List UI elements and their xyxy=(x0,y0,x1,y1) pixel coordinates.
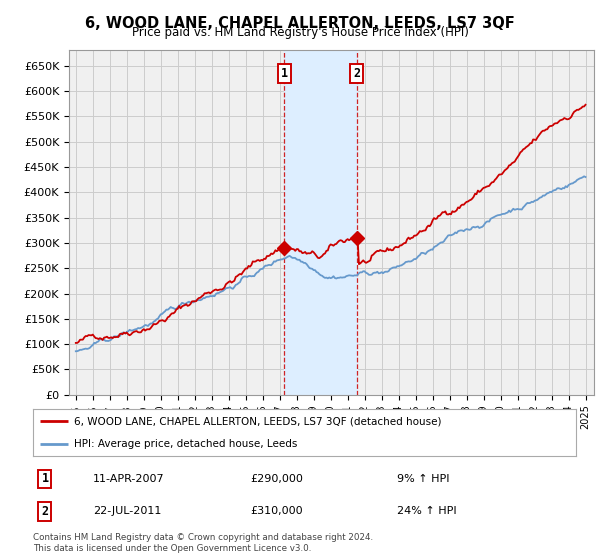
Text: HPI: Average price, detached house, Leeds: HPI: Average price, detached house, Leed… xyxy=(74,439,297,449)
Text: 6, WOOD LANE, CHAPEL ALLERTON, LEEDS, LS7 3QF: 6, WOOD LANE, CHAPEL ALLERTON, LEEDS, LS… xyxy=(85,16,515,31)
Text: 2: 2 xyxy=(41,505,49,517)
Text: Contains HM Land Registry data © Crown copyright and database right 2024.
This d: Contains HM Land Registry data © Crown c… xyxy=(33,533,373,553)
Text: 22-JUL-2011: 22-JUL-2011 xyxy=(93,506,161,516)
Text: 24% ↑ HPI: 24% ↑ HPI xyxy=(397,506,457,516)
Text: £290,000: £290,000 xyxy=(250,474,303,484)
Text: 11-APR-2007: 11-APR-2007 xyxy=(93,474,164,484)
Text: Price paid vs. HM Land Registry's House Price Index (HPI): Price paid vs. HM Land Registry's House … xyxy=(131,26,469,39)
Bar xyxy=(284,50,357,395)
Text: 2: 2 xyxy=(353,67,361,80)
Text: 1: 1 xyxy=(281,67,288,80)
Text: 1: 1 xyxy=(41,473,49,486)
Text: 6, WOOD LANE, CHAPEL ALLERTON, LEEDS, LS7 3QF (detached house): 6, WOOD LANE, CHAPEL ALLERTON, LEEDS, LS… xyxy=(74,416,441,426)
Text: £310,000: £310,000 xyxy=(250,506,303,516)
Text: 9% ↑ HPI: 9% ↑ HPI xyxy=(397,474,449,484)
